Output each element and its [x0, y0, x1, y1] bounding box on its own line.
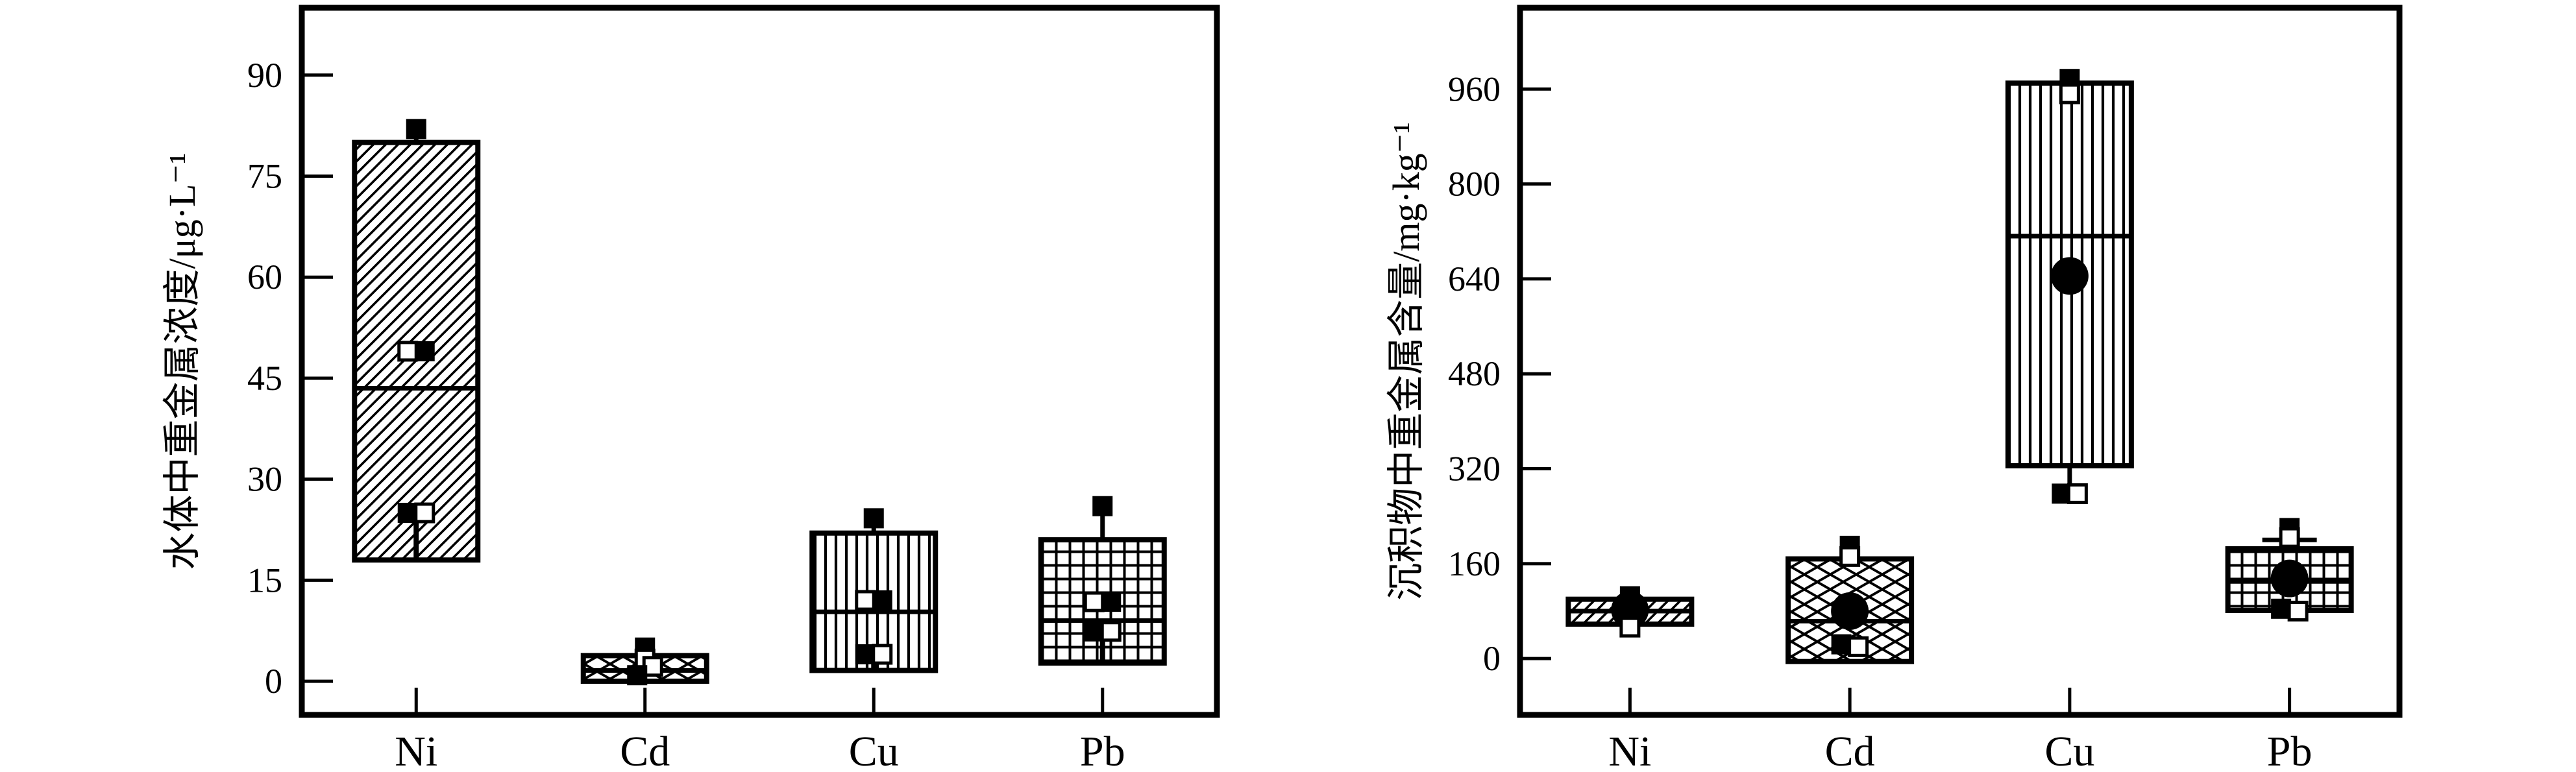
filled-square-marker: [1831, 634, 1852, 655]
open-square-marker: [2067, 483, 2088, 504]
water-x-category-label: Cd: [620, 728, 670, 772]
open-square-marker: [397, 341, 419, 362]
water-y-tick-label: 30: [247, 460, 282, 499]
water-x-category-label: Cu: [849, 728, 899, 772]
sediment-x-category-label: Pb: [2267, 728, 2312, 772]
water-x-axis: Ni Cd Cu Pb: [395, 688, 1125, 772]
filled-square-marker: [397, 503, 418, 524]
open-square-marker: [1083, 591, 1105, 612]
open-square-marker: [2059, 83, 2080, 104]
sediment-y-tick-label: 480: [1448, 354, 1501, 393]
filled-square-marker: [872, 590, 892, 611]
water-y-tick-label: 45: [247, 359, 282, 398]
water-y-tick-label: 60: [247, 258, 282, 296]
sediment-x-category-label: Ni: [1608, 728, 1651, 772]
water-x-category-label: Ni: [395, 728, 437, 772]
open-square-marker: [1839, 546, 1861, 567]
water-y-tick-label: 0: [265, 662, 282, 701]
mean-filled-circle-marker: [2050, 257, 2089, 295]
open-square-marker: [414, 502, 435, 524]
water-plot-frame: [299, 5, 1220, 718]
open-square-marker: [855, 590, 876, 611]
sediment-y-tick-label: 960: [1448, 69, 1501, 108]
water-y-tick-label: 75: [247, 157, 282, 196]
filled-square-marker: [414, 341, 435, 361]
sediment-box-Cd: [1785, 535, 1915, 664]
sediment-box-Ni: [1565, 586, 1695, 638]
water-y-axis-title: 水体中重金属浓度/μg·L⁻¹: [161, 153, 203, 570]
filled-square-marker: [406, 119, 426, 139]
sediment-y-tick-label: 0: [1483, 639, 1501, 678]
filled-square-marker: [2271, 598, 2292, 619]
water-y-tick-label: 15: [247, 561, 282, 599]
sediment-x-axis: Ni Cd Cu Pb: [1608, 688, 2312, 772]
water-box-Cd: [580, 637, 709, 686]
open-square-marker: [1619, 616, 1641, 638]
filled-square-marker: [863, 508, 884, 529]
sediment-y-tick-label: 800: [1448, 165, 1501, 204]
open-square-marker: [2287, 600, 2309, 621]
mean-filled-circle-marker: [2270, 559, 2309, 597]
filled-square-marker: [1101, 592, 1122, 612]
filled-square-marker: [1084, 621, 1105, 642]
mean-filled-circle-marker: [1831, 592, 1869, 630]
water-box-Pb: [1038, 496, 1167, 666]
sediment-x-category-label: Cd: [1825, 728, 1875, 772]
sediment-chart-panel: 0 160 320 480 640 800 960 沉积物中重金属含量/mg·kg⁻¹ Ni Cd…: [1385, 5, 2403, 772]
sediment-box-Cu: [2005, 69, 2134, 504]
water-chart-panel: 0 15 30 45 60 75 90 水体中重金属浓度/μg·L⁻¹ Ni Cd Cu Pb: [161, 5, 1220, 772]
sediment-y-tick-label: 160: [1448, 544, 1501, 583]
filled-square-marker: [627, 665, 648, 686]
open-square-marker: [1848, 636, 1869, 657]
water-y-axis: 0 15 30 45 60 75 90: [247, 56, 333, 701]
sediment-y-axis: 0 160 320 480 640 800 960: [1448, 69, 1551, 678]
water-x-category-label: Pb: [1080, 728, 1125, 772]
filled-square-marker: [855, 644, 876, 665]
water-y-tick-label: 90: [247, 56, 282, 95]
water-box-Cu: [809, 508, 938, 673]
sediment-box-Pb: [2225, 518, 2354, 621]
filled-square-marker: [1092, 496, 1113, 516]
sediment-y-axis-title: 沉积物中重金属含量/mg·kg⁻¹: [1385, 122, 1427, 601]
sediment-plot-frame: [1517, 5, 2403, 718]
sediment-y-tick-label: 640: [1448, 259, 1501, 298]
sediment-x-category-label: Cu: [2044, 728, 2094, 772]
open-square-marker: [1100, 621, 1122, 642]
open-square-marker: [872, 644, 893, 665]
open-square-marker: [2279, 527, 2300, 548]
water-box-Ni: [352, 119, 481, 563]
sediment-y-tick-label: 320: [1448, 450, 1501, 489]
